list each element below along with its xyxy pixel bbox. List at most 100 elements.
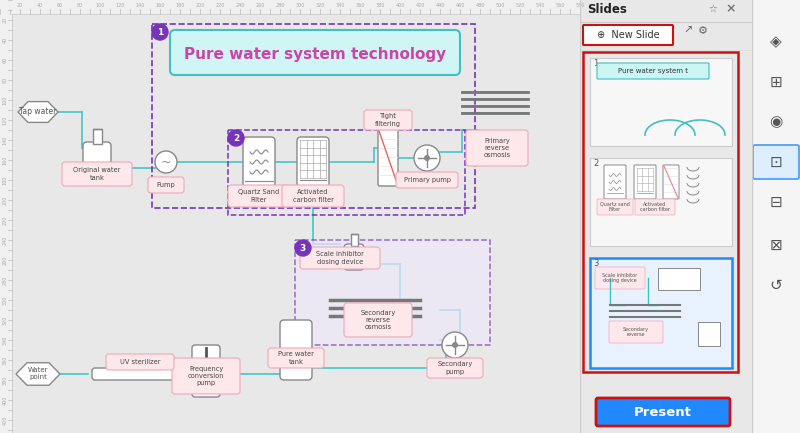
FancyBboxPatch shape [663,165,679,199]
Text: ×: × [725,2,735,15]
Text: Activated
carbon filter: Activated carbon filter [640,202,670,213]
Polygon shape [18,102,58,123]
Text: 460: 460 [455,3,465,8]
Text: Scale inhibitor
dosing device: Scale inhibitor dosing device [316,252,364,265]
Bar [152,24,475,208]
Bar [583,52,738,372]
Bar [590,58,732,146]
Text: Secondary
reverse
osmosis: Secondary reverse osmosis [360,310,396,330]
Text: 320: 320 [315,3,325,8]
Polygon shape [16,363,60,385]
Text: ⊕  New Slide: ⊕ New Slide [597,30,659,40]
Text: 3: 3 [593,259,598,268]
FancyBboxPatch shape [300,247,380,269]
Text: Tap water: Tap water [19,107,57,116]
Bar [351,234,358,246]
Text: 1: 1 [593,59,598,68]
FancyBboxPatch shape [170,30,460,75]
Text: ⊞: ⊞ [770,74,782,90]
Text: 400: 400 [2,395,7,405]
Bar [93,129,102,144]
Text: 3: 3 [300,244,306,253]
Text: Primary pump: Primary pump [403,177,450,183]
Circle shape [442,332,468,358]
Text: 100: 100 [2,95,7,105]
Text: 80: 80 [77,3,83,8]
Text: 380: 380 [2,375,7,385]
FancyBboxPatch shape [634,165,656,199]
Text: 420: 420 [415,3,425,8]
Circle shape [414,145,440,171]
Text: 200: 200 [195,3,205,8]
FancyBboxPatch shape [753,145,799,179]
Text: 60: 60 [57,3,63,8]
FancyBboxPatch shape [344,303,412,337]
Text: 300: 300 [2,295,7,305]
Text: 100: 100 [95,3,105,8]
Bar [295,240,490,345]
Text: Slides: Slides [587,3,627,16]
Text: ⊡: ⊡ [770,155,782,169]
Text: Pure water system technology: Pure water system technology [184,48,446,62]
Text: Frequency
conversion
pump: Frequency conversion pump [188,366,224,386]
Text: Present: Present [634,405,692,419]
FancyBboxPatch shape [466,130,528,166]
Text: 240: 240 [235,3,245,8]
Text: 280: 280 [2,275,7,284]
Text: 2: 2 [593,159,598,168]
FancyBboxPatch shape [280,320,312,380]
Text: 480: 480 [475,3,485,8]
FancyBboxPatch shape [83,142,111,174]
FancyBboxPatch shape [282,185,344,207]
Text: 20: 20 [2,17,7,23]
Text: ↺: ↺ [770,278,782,293]
Text: ⊟: ⊟ [770,194,782,210]
Circle shape [452,342,458,348]
FancyBboxPatch shape [297,137,329,187]
Text: Quartz sand
Filter: Quartz sand Filter [600,202,630,213]
FancyBboxPatch shape [364,110,412,130]
Bar [228,130,465,215]
Text: Activated
carbon filter: Activated carbon filter [293,189,334,203]
Text: 40: 40 [37,3,43,8]
Text: 500: 500 [495,3,505,8]
Bar [590,158,732,246]
Text: 240: 240 [2,235,7,245]
Text: 260: 260 [255,3,265,8]
FancyBboxPatch shape [243,137,275,187]
FancyBboxPatch shape [192,345,220,397]
Text: 320: 320 [2,315,7,325]
Text: 340: 340 [335,3,345,8]
FancyBboxPatch shape [604,165,626,199]
Text: ☆: ☆ [708,4,717,14]
Text: Tight
filtering: Tight filtering [375,113,401,126]
FancyBboxPatch shape [595,267,645,289]
Text: 2: 2 [233,134,239,143]
FancyBboxPatch shape [62,162,132,186]
Text: ↗: ↗ [683,26,692,36]
FancyBboxPatch shape [92,368,187,380]
FancyBboxPatch shape [106,354,174,370]
Text: 160: 160 [2,155,7,165]
Text: 280: 280 [275,3,285,8]
Text: ⚙: ⚙ [698,26,708,36]
FancyBboxPatch shape [597,199,633,215]
Text: Secondary
reverse: Secondary reverse [623,326,649,337]
FancyBboxPatch shape [396,172,458,188]
Text: Quartz Sand
Filter: Quartz Sand Filter [238,189,280,203]
Text: 140: 140 [135,3,145,8]
FancyBboxPatch shape [597,63,709,79]
Text: Water
point: Water point [28,368,48,381]
Text: 340: 340 [2,335,7,345]
Text: UV sterilizer: UV sterilizer [120,359,160,365]
Text: 440: 440 [435,3,445,8]
FancyBboxPatch shape [609,321,663,343]
Text: 560: 560 [555,3,565,8]
FancyBboxPatch shape [635,199,675,215]
Text: Pump: Pump [157,182,175,188]
FancyBboxPatch shape [344,244,364,270]
Text: 360: 360 [2,355,7,365]
Text: ◉: ◉ [770,114,782,129]
Text: 120: 120 [2,115,7,125]
Text: 580: 580 [575,3,585,8]
